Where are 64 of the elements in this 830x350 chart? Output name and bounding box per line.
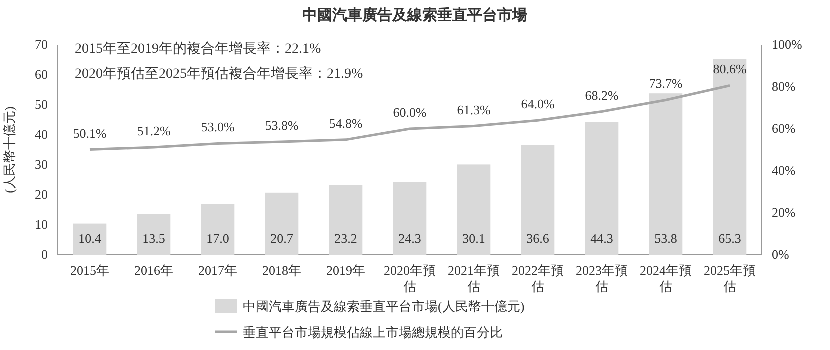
- y2-tick-label: 0%: [772, 247, 790, 262]
- data-label: 17.0: [206, 231, 230, 246]
- y-tick-label: 40: [35, 127, 48, 142]
- x-tick-label: 2022年預估: [512, 263, 564, 294]
- y2-tick-label: 80%: [772, 79, 796, 94]
- data-label: 53.8: [654, 231, 678, 246]
- legend-label: 中國汽車廣告及線索垂直平台市場(人民幣十億元): [243, 299, 525, 314]
- data-label: 53.8%: [265, 118, 299, 134]
- data-label: 10.4: [78, 231, 102, 246]
- y2-tick-label: 40%: [772, 163, 796, 178]
- data-label: 73.7%: [649, 76, 683, 92]
- data-label: 44.3: [590, 231, 614, 246]
- data-label: 30.1: [462, 231, 486, 246]
- bar: [457, 164, 491, 255]
- y-tick-label: 70: [35, 37, 48, 52]
- data-label: 36.6: [526, 231, 550, 246]
- x-tick-label: 2015年: [70, 263, 110, 278]
- annotation: 2015年至2019年的複合年增長率：22.1%: [75, 41, 322, 57]
- data-label: 24.3: [398, 231, 422, 246]
- y-tick-label: 50: [35, 97, 48, 112]
- y2-tick-label: 60%: [772, 121, 796, 136]
- bar: [393, 182, 427, 255]
- x-tick-label: 2021年預估: [448, 263, 500, 294]
- bar: [713, 59, 747, 255]
- x-tick-label: 2019年: [326, 263, 366, 278]
- data-label: 53.0%: [201, 120, 235, 135]
- bar: [649, 94, 683, 255]
- data-label: 51.2%: [137, 123, 171, 138]
- data-label: 23.2: [334, 231, 358, 246]
- y2-tick-label: 100%: [772, 37, 802, 52]
- data-label: 50.1%: [73, 126, 107, 141]
- data-label: 60.0%: [393, 105, 427, 120]
- chart-title: 中國汽車廣告及線索垂直平台市場: [302, 6, 528, 24]
- data-label: 13.5: [142, 231, 166, 246]
- y-tick-label: 20: [35, 187, 48, 202]
- legend-label: 垂直平台市場規模佔線上市場總規模的百分比: [243, 325, 503, 340]
- bar: [73, 224, 107, 255]
- y-tick-label: 0: [42, 247, 48, 262]
- data-label: 61.3%: [457, 102, 491, 118]
- bar: [521, 145, 555, 255]
- data-label: 20.7: [270, 231, 294, 246]
- y-axis-title: (人民幣十億元): [2, 106, 17, 194]
- bar: [137, 214, 171, 255]
- bar: [585, 122, 619, 255]
- annotation: 2020年預估至2025年預估複合年增長率：21.9%: [75, 66, 364, 82]
- y-tick-label: 30: [35, 157, 48, 172]
- y-tick-label: 60: [35, 67, 48, 82]
- bar: [329, 185, 363, 255]
- x-tick-label: 2023年預估: [576, 263, 628, 294]
- data-label: 80.6%: [713, 62, 747, 77]
- bar: [265, 192, 299, 255]
- bar: [201, 204, 235, 255]
- x-tick-label: 2025年預估: [704, 263, 756, 294]
- x-tick-label: 2017年: [198, 263, 238, 278]
- data-label: 54.8%: [329, 116, 363, 131]
- data-label: 64.0%: [521, 96, 555, 112]
- x-tick-label: 2020年預估: [384, 263, 436, 294]
- data-label: 65.3: [718, 231, 742, 246]
- y-tick-label: 10: [35, 217, 48, 232]
- y2-tick-label: 20%: [772, 205, 796, 220]
- data-label: 68.2%: [585, 88, 619, 103]
- x-tick-label: 2018年: [262, 263, 302, 278]
- x-tick-label: 2016年: [134, 263, 174, 278]
- x-tick-label: 2024年預估: [640, 263, 692, 294]
